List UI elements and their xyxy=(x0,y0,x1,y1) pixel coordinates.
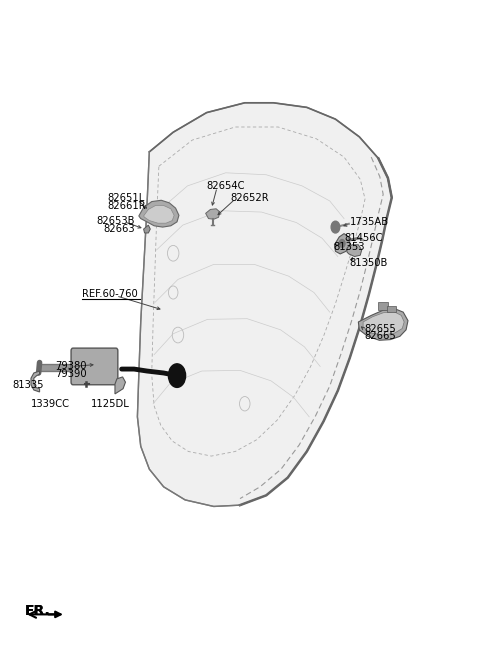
Polygon shape xyxy=(31,371,39,392)
FancyBboxPatch shape xyxy=(71,348,118,385)
Text: 82655: 82655 xyxy=(364,323,396,334)
Text: 79380: 79380 xyxy=(55,361,86,371)
Text: 81335: 81335 xyxy=(12,380,43,390)
Text: FR.: FR. xyxy=(24,604,50,618)
Text: 82651L: 82651L xyxy=(108,193,144,202)
Text: 81353: 81353 xyxy=(333,242,364,252)
Text: 79390: 79390 xyxy=(55,369,86,378)
Text: REF.60-760: REF.60-760 xyxy=(82,290,137,300)
Polygon shape xyxy=(347,245,362,256)
Text: 1735AB: 1735AB xyxy=(350,217,389,227)
Text: 82653B: 82653B xyxy=(97,216,135,226)
Bar xyxy=(378,302,388,310)
Text: 82661R: 82661R xyxy=(108,200,146,210)
Text: 81456C: 81456C xyxy=(344,233,383,243)
Circle shape xyxy=(339,240,345,248)
Text: FR.: FR. xyxy=(24,604,50,618)
Text: 1339CC: 1339CC xyxy=(31,399,70,409)
Bar xyxy=(387,306,396,312)
Polygon shape xyxy=(363,311,404,335)
Polygon shape xyxy=(139,200,179,227)
Text: 1125DL: 1125DL xyxy=(91,399,130,409)
Polygon shape xyxy=(335,234,350,254)
Text: 81350B: 81350B xyxy=(350,258,388,268)
Polygon shape xyxy=(115,377,125,394)
Polygon shape xyxy=(144,225,150,233)
Polygon shape xyxy=(205,209,220,219)
Text: 82663: 82663 xyxy=(103,224,135,234)
Text: 82654C: 82654C xyxy=(206,181,245,191)
Text: 82665: 82665 xyxy=(364,331,396,342)
Circle shape xyxy=(331,221,340,233)
Text: 82652R: 82652R xyxy=(230,193,269,202)
Polygon shape xyxy=(137,102,392,507)
Polygon shape xyxy=(144,206,174,223)
Polygon shape xyxy=(359,309,408,340)
Circle shape xyxy=(168,364,186,388)
